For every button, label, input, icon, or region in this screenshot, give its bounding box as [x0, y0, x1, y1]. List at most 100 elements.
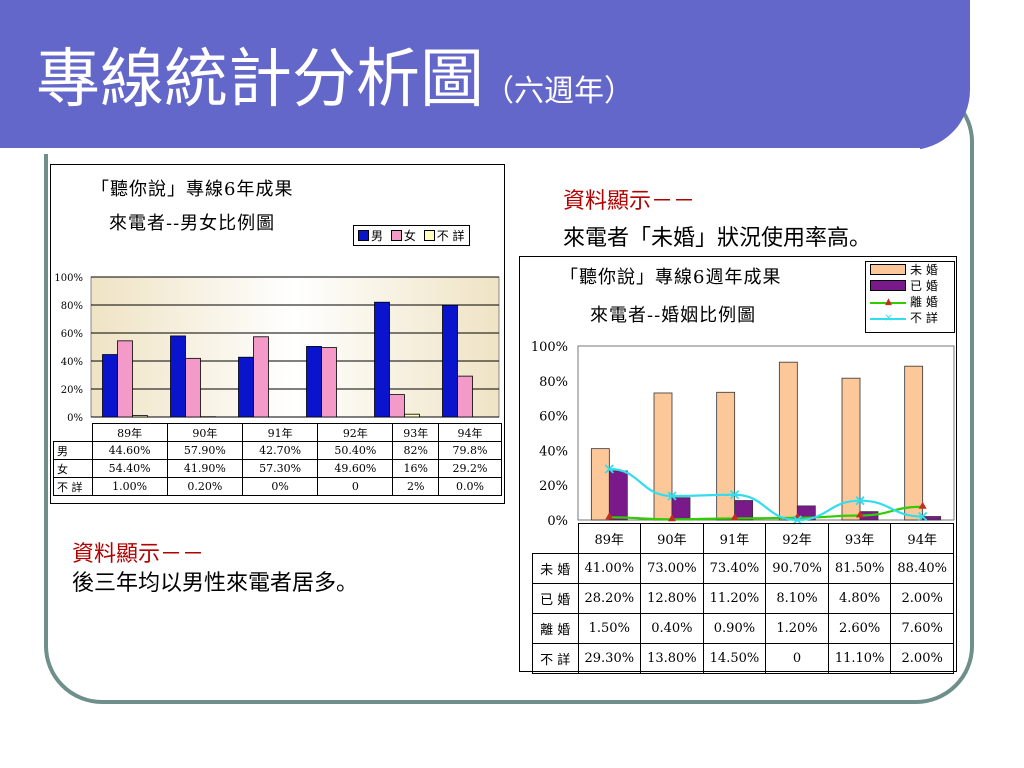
cell: 29.2%: [437, 459, 503, 478]
marital-data-table: 89年 90年 91年 92年 93年 94年 未 婚 41.00% 73.00…: [532, 523, 954, 674]
note-right-head: 資料顯示－－: [563, 189, 696, 214]
legend-unknown-swatch: [423, 230, 435, 241]
row-label: 不 詳: [532, 643, 579, 674]
bar-married: [922, 516, 942, 521]
marker-divorced: [730, 513, 739, 521]
legend-female-swatch: [390, 230, 402, 241]
legend-married-label: 已 婚: [910, 279, 938, 293]
row-label: 離 婚: [532, 613, 579, 644]
legend-unknown: 不 詳: [423, 229, 465, 243]
cell: 0.90%: [702, 613, 767, 644]
row-label: 女: [53, 459, 93, 478]
marital-chart-legend: 未 婚 已 婚 ▲ 離 婚 × 不 詳: [865, 261, 955, 333]
slide-subtitle: （六週年）: [484, 74, 634, 109]
cell: 41.00%: [577, 553, 642, 584]
marker-unknown: [730, 490, 740, 500]
bar-female: [389, 394, 405, 418]
marital-table-row-divorced: 離 婚 1.50% 0.40% 0.90% 1.20% 2.60% 7.60%: [532, 613, 954, 644]
marital-table-row-unknown: 不 詳 29.30% 13.80% 14.50% 0 11.10% 2.00%: [532, 643, 954, 674]
bar-single: [653, 392, 673, 521]
bar-female: [185, 357, 201, 418]
bar-single: [590, 448, 610, 521]
legend-divorced: ▲ 離 婚: [866, 294, 954, 310]
cell: 88.40%: [890, 553, 954, 584]
title-underline: [0, 148, 920, 154]
legend-divorced-swatch: ▲: [870, 298, 906, 307]
legend-male-label: 男: [371, 229, 384, 243]
cell: 12.80%: [640, 583, 704, 614]
marital-table-col: 92年: [765, 523, 829, 554]
legend-unknown2: × 不 詳: [866, 310, 954, 326]
cell: 82%: [392, 441, 439, 460]
marker-unknown: [792, 515, 802, 525]
bar-unknown: [132, 415, 148, 418]
marker-divorced: [856, 510, 864, 518]
marital-chart: 「聽你說」專線6週年成果 來電者--婚姻比例圖 未 婚 已 婚 ▲ 離 婚 × 不 …: [519, 256, 957, 674]
note-right-text: 來電者「未婚」狀況使用率高。: [563, 226, 872, 251]
legend-unknown2-swatch: ×: [870, 312, 906, 323]
bar-married: [734, 500, 754, 521]
marital-chart-plot: 100%80%60%40%20%0%: [531, 340, 955, 529]
legend-female-label: 女: [403, 229, 416, 243]
line-divorced: [609, 505, 923, 521]
cell: 2.00%: [890, 643, 954, 674]
marital-table-header-row: 89年 90年 91年 92年 93年 94年: [532, 523, 954, 554]
cell: 0.40%: [640, 613, 704, 644]
legend-male: 男: [358, 229, 383, 243]
gender-table-col: 92年: [317, 423, 394, 442]
marker-unknown: [855, 496, 865, 506]
gender-chart-title-2: 來電者--男女比例圖: [109, 213, 276, 234]
legend-single-swatch: [870, 264, 906, 275]
cell: 11.10%: [827, 643, 892, 674]
cell: 0.20%: [166, 477, 243, 496]
cell: 54.40%: [91, 459, 168, 478]
gender-table-col: 90年: [166, 423, 243, 442]
marital-table-corner: [532, 523, 579, 554]
cell: 0%: [241, 477, 319, 496]
cell: 41.90%: [166, 459, 243, 478]
cell: 57.30%: [241, 459, 319, 478]
y-tick-label: 60%: [61, 329, 83, 340]
cell: 1.20%: [765, 613, 829, 644]
bar-male: [374, 301, 390, 418]
gender-chart: 「聽你說」專線6年成果 來電者--男女比例圖 男 女 不 詳 100% 80% 60…: [50, 164, 505, 504]
y-tick-label: 100%: [54, 273, 83, 284]
legend-male-swatch: [358, 230, 369, 241]
marker-unknown: [667, 491, 677, 501]
legend-single: 未 婚: [866, 262, 954, 278]
title-bar: [0, 0, 970, 150]
marital-table-row-single: 未 婚 41.00% 73.00% 73.40% 90.70% 81.50% 8…: [532, 553, 954, 584]
cell: 73.40%: [702, 553, 767, 584]
cell: 42.70%: [241, 441, 319, 460]
bar-single: [841, 377, 861, 521]
marital-table-col: 90年: [640, 523, 704, 554]
cell: 29.30%: [577, 643, 642, 674]
cell: 7.60%: [890, 613, 954, 644]
bar-female: [117, 340, 133, 418]
line-unknown: [609, 467, 923, 522]
y-tick-label: 100%: [531, 340, 568, 355]
bar-single: [716, 391, 736, 521]
y-tick-label: 60%: [539, 410, 568, 425]
cell: 1.00%: [91, 477, 168, 496]
cell: 1.50%: [577, 613, 642, 644]
marital-chart-title-2: 來電者--婚姻比例圖: [590, 305, 757, 326]
y-tick-label: 80%: [61, 301, 83, 312]
cell: 4.80%: [827, 583, 892, 614]
bar-male: [306, 346, 322, 418]
legend-married: 已 婚: [866, 278, 954, 294]
y-tick-label: 40%: [539, 444, 568, 459]
cell: 11.20%: [702, 583, 767, 614]
cell: 44.60%: [91, 441, 168, 460]
row-label: 男: [53, 441, 93, 460]
bar-female: [321, 347, 337, 418]
plot-area: [90, 276, 500, 418]
bar-male: [442, 304, 458, 418]
cell: 13.80%: [640, 643, 704, 674]
marital-table-row-married: 已 婚 28.20% 12.80% 11.20% 8.10% 4.80% 2.0…: [532, 583, 954, 614]
cell: 2.00%: [890, 583, 954, 614]
cell: 2.60%: [827, 613, 892, 644]
marital-chart-title-1: 「聽你說」專線6週年成果: [560, 267, 782, 288]
cell: 50.40%: [317, 441, 394, 460]
slide-title-main: 專線統計分析圖: [36, 43, 484, 117]
